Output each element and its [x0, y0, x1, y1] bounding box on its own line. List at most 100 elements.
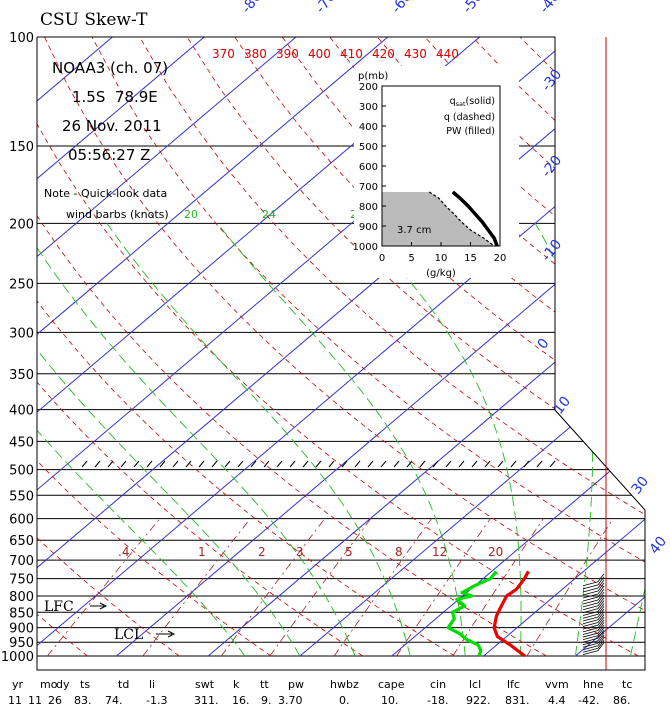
inset-ytick-label: 300: [359, 102, 378, 113]
wind-barb-flag: [597, 600, 605, 609]
wind-barb-flag: [597, 606, 605, 615]
dry-adiabat-line: [614, 37, 645, 657]
stats-value: -18.: [427, 694, 448, 707]
isotherm-line: [37, 37, 389, 657]
wind-barb-tick: [497, 460, 504, 468]
wind-barb: [582, 581, 599, 587]
isotherm-label: -70: [313, 0, 340, 16]
isotherm-line: [116, 37, 645, 657]
pressure-tick-label: 1000: [1, 650, 34, 665]
wind-barb-tick: [289, 460, 296, 468]
wind-barb-label: wind barbs (knots): [66, 208, 169, 221]
wind-barb-tick: [354, 460, 361, 468]
inset-ytick-label: 800: [359, 202, 378, 213]
lfc-label: LFC: [44, 599, 74, 615]
theta-label: 390: [276, 47, 299, 61]
stats-header: li: [149, 678, 155, 691]
wind-barb: [582, 624, 599, 630]
pressure-tick-label: 800: [9, 590, 34, 605]
wind-barb-tick: [276, 460, 283, 468]
wind-barb-flag: [597, 582, 605, 592]
stats-header: ts: [80, 678, 90, 691]
stats-header: pw: [288, 678, 304, 691]
wind-barb: [582, 619, 599, 625]
dry-adiabat-line: [663, 37, 670, 656]
moist-adiabat-line: [361, 223, 522, 657]
wind-barb-tick: [81, 460, 88, 468]
isotherm-label: 0: [535, 336, 553, 353]
wind-barb-flag: [597, 588, 605, 598]
wind-barb-tick: [406, 460, 413, 468]
theta-label: 440: [436, 47, 459, 61]
wind-barb-tick: [198, 460, 205, 468]
lcl-label: LCL: [114, 627, 143, 643]
dry-adiabat-line: [37, 37, 547, 657]
wind-barb: [582, 645, 599, 651]
pressure-tick-label: 700: [9, 554, 34, 569]
isotherm-label: -60: [389, 0, 416, 16]
wind-barb-tick: [510, 460, 517, 468]
wind-barb-tick: [315, 460, 322, 468]
isotherm-label: -10: [539, 237, 566, 265]
stats-value: 11: [8, 694, 22, 707]
pressure-tick-label: 150: [9, 140, 34, 155]
stats-header: tt: [260, 678, 269, 691]
stats-header: tc: [622, 678, 632, 691]
wind-barb-tick: [393, 460, 400, 468]
wind-barb: [582, 647, 599, 653]
wind-barb-tick: [536, 460, 543, 468]
lcl-arrow-head: [167, 630, 176, 638]
wind-barb: [582, 605, 599, 611]
moist-adiabat-line: [534, 223, 593, 657]
wind-barb-tick: [445, 460, 452, 468]
inset-legend-entry: qsat(solid): [450, 96, 495, 108]
isotherm-line: [37, 37, 205, 657]
isotherm-line: [37, 37, 297, 657]
isotherm-label: -40: [537, 0, 564, 16]
inset-ytick-label: 200: [359, 82, 378, 93]
pressure-tick-label: 550: [9, 489, 34, 504]
mixing-ratio-line: [46, 518, 161, 657]
stats-header: vvm: [545, 678, 569, 691]
wind-barb: [582, 627, 599, 633]
pressure-tick-label: 500: [9, 464, 34, 479]
wind-barb-tick: [328, 460, 335, 468]
wind-barb-tick: [471, 460, 478, 468]
stats-value: 0.: [339, 694, 350, 707]
temperature-profile: [492, 570, 530, 658]
mixing-ratio-label: 1: [198, 545, 206, 559]
pressure-tick-label: 650: [9, 534, 34, 549]
wind-barb-tick: [380, 460, 387, 468]
mixing-ratio-label: 3: [296, 545, 304, 559]
theta-label: 410: [340, 47, 363, 61]
stats-value: 4.4: [548, 694, 566, 707]
wind-barb-tick: [432, 460, 439, 468]
wind-barb-flag: [597, 597, 605, 607]
inset-xtick-label: 15: [464, 253, 477, 264]
stats-value: 922.: [466, 694, 491, 707]
wind-barb: [582, 616, 599, 622]
inset-xtick-label: 20: [494, 253, 507, 264]
wind-barb-tick: [263, 460, 270, 468]
mixing-ratio-label: 20: [488, 545, 503, 559]
wind-barb: [582, 613, 599, 619]
dry-adiabat-line: [139, 37, 645, 657]
pressure-tick-label: 100: [9, 31, 34, 46]
wind-barb-flag: [597, 614, 605, 623]
mixing-ratio-line: [269, 518, 372, 657]
wind-barb-tick: [484, 460, 491, 468]
moist-adiabat-line: [37, 223, 301, 657]
wind-barb: [582, 635, 599, 641]
inset-xtick-label: 5: [408, 253, 414, 264]
pw-filled-area: [382, 192, 495, 246]
inset-ytick-label: 600: [359, 162, 378, 173]
wind-barb-tick: [549, 460, 556, 468]
wind-scale-label: 24: [262, 208, 276, 221]
isotherm-label: -30: [539, 67, 566, 95]
wind-barb-tick: [159, 460, 166, 468]
wind-barb-flag: [597, 635, 605, 644]
theta-label: 370: [212, 47, 235, 61]
wind-barb-flag: [597, 591, 605, 601]
